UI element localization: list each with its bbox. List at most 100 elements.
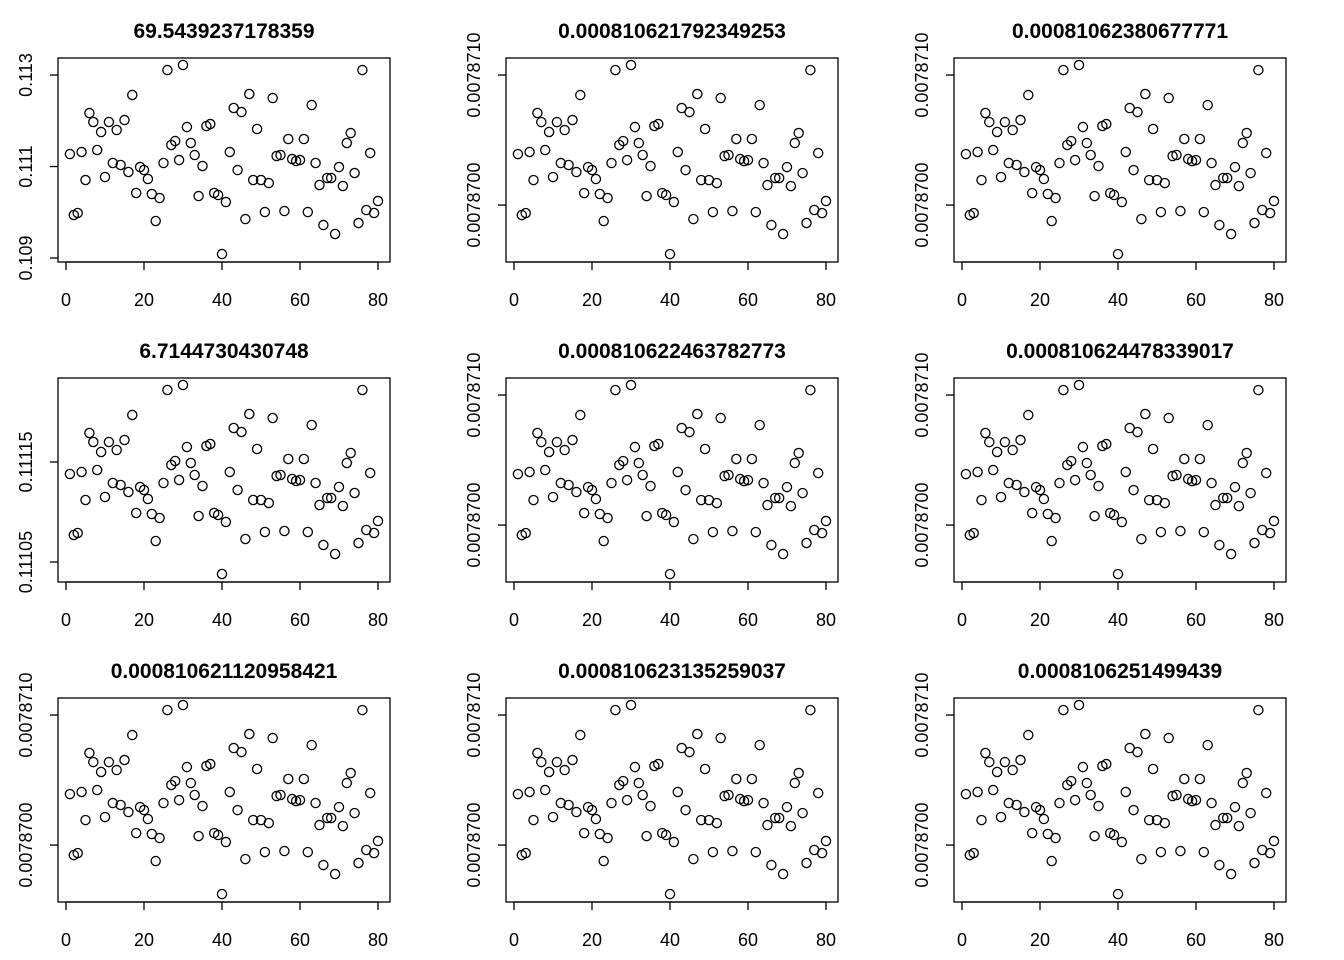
point: [271, 150, 282, 162]
point: [263, 817, 275, 829]
point: [984, 436, 995, 448]
point: [119, 434, 130, 446]
point: [711, 177, 723, 189]
point: [653, 118, 664, 130]
point: [668, 516, 680, 528]
point: [353, 857, 364, 869]
point: [532, 107, 543, 119]
point: [1163, 732, 1174, 744]
point: [318, 539, 329, 551]
point: [341, 777, 353, 789]
point: [325, 492, 337, 504]
point: [1046, 535, 1057, 547]
x-tick-label: 60: [1186, 610, 1206, 630]
point: [575, 409, 586, 421]
point: [263, 177, 275, 189]
point: [103, 436, 115, 448]
point: [547, 811, 559, 823]
point: [738, 795, 750, 807]
point: [1245, 807, 1256, 819]
point: [625, 59, 637, 71]
point: [614, 779, 625, 791]
x-tick-label: 20: [1030, 290, 1050, 310]
point: [166, 779, 177, 791]
point: [1058, 704, 1069, 716]
point: [1132, 106, 1143, 118]
point: [130, 827, 142, 839]
point: [773, 812, 785, 824]
point: [158, 797, 169, 809]
point: [127, 89, 138, 101]
point: [598, 215, 609, 227]
point: [142, 173, 154, 185]
panel-title: 0.0008106251499439: [1018, 660, 1222, 683]
point: [259, 206, 271, 218]
y-tick-label: 0.0078700: [16, 803, 36, 888]
point: [586, 484, 598, 496]
point: [314, 179, 325, 191]
point: [1225, 228, 1237, 240]
point: [645, 480, 656, 492]
point: [1046, 855, 1057, 867]
point: [668, 836, 680, 848]
point: [567, 114, 578, 126]
point: [290, 155, 302, 167]
point: [536, 756, 547, 768]
point: [216, 568, 228, 580]
point: [138, 164, 150, 176]
point: [275, 469, 286, 481]
point: [224, 466, 236, 478]
point: [173, 474, 185, 486]
x-tick-label: 0: [61, 610, 71, 630]
point: [107, 797, 119, 809]
point: [169, 135, 181, 147]
point: [1218, 492, 1229, 504]
point: [575, 729, 586, 741]
point: [193, 190, 204, 202]
point: [130, 507, 142, 519]
point: [805, 64, 816, 76]
point: [271, 790, 282, 802]
point: [123, 806, 134, 818]
point: [1186, 155, 1198, 167]
point: [236, 746, 247, 758]
point: [602, 512, 613, 524]
point: [1128, 804, 1139, 816]
point: [345, 447, 356, 459]
point: [325, 172, 337, 184]
point: [236, 106, 247, 118]
point: [368, 847, 380, 859]
point: [590, 813, 602, 825]
x-tick-label: 40: [212, 290, 232, 310]
point: [244, 408, 255, 420]
x-tick-label: 20: [582, 290, 602, 310]
point: [773, 172, 785, 184]
point: [610, 704, 621, 716]
point: [130, 187, 142, 199]
point: [1050, 832, 1061, 844]
point: [680, 484, 691, 496]
point: [1112, 568, 1124, 580]
point: [1190, 794, 1202, 806]
point: [349, 167, 360, 179]
point: [1069, 474, 1081, 486]
point: [107, 477, 119, 489]
point: [610, 384, 621, 396]
point: [1136, 213, 1147, 225]
point: [279, 205, 290, 217]
y-tick-label: 0.0078700: [912, 803, 932, 888]
panel: 0.00081062380677771 0 20 40 60 80 0.0078700 0.0…: [912, 20, 1287, 310]
point: [1225, 868, 1237, 880]
point: [1003, 797, 1015, 809]
point: [337, 180, 349, 192]
point: [727, 525, 738, 537]
point: [637, 789, 648, 801]
x-tick-label: 20: [1030, 930, 1050, 950]
point: [1069, 154, 1081, 166]
point: [283, 133, 294, 145]
point: [1058, 64, 1069, 76]
point: [1175, 525, 1186, 537]
point: [1073, 379, 1085, 391]
point: [621, 474, 633, 486]
